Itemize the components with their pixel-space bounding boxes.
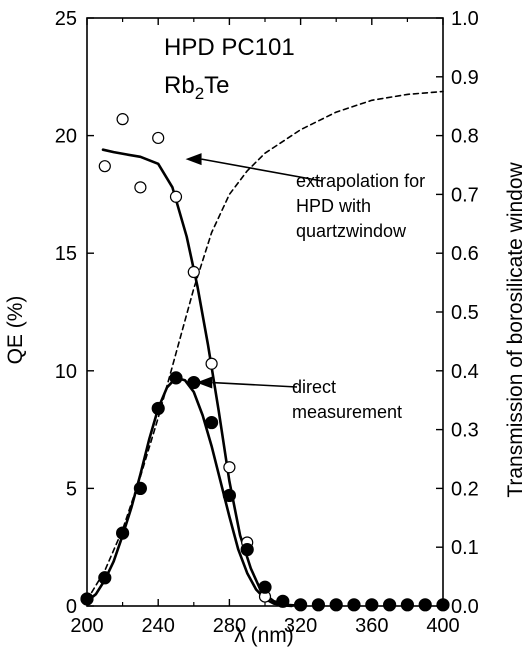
series-points	[80, 113, 450, 612]
y-axis-label-left: QE (%)	[4, 296, 27, 365]
direct-measurement-point	[400, 598, 414, 612]
annotation-text-1: HPD with	[296, 196, 371, 216]
extrapolation-point	[134, 181, 147, 194]
y-right-tick-label: 0.8	[451, 126, 479, 148]
direct-measurement-point	[133, 481, 147, 495]
title-subscript: 2	[195, 84, 204, 103]
direct-measurement-point	[311, 598, 325, 612]
direct-measurement-point	[276, 594, 290, 608]
direct-measurement-point	[347, 598, 361, 612]
extrapolation-point	[187, 265, 200, 279]
series-lines	[85, 90, 444, 608]
annotation-arrow-shaft	[201, 158, 323, 182]
x-tick-label: 320	[284, 615, 317, 637]
annotation-arrow-head	[185, 153, 202, 166]
y-left-tick-label: 0	[66, 596, 77, 618]
axis-ticks: 200 240 280 320 360 400 0 5 10 15 20 25 0.0 0.1 0.2 0.3…	[55, 8, 479, 637]
x-tick-label: 280	[213, 615, 246, 637]
direct-measurement-point	[418, 598, 432, 612]
direct-measurement-point	[240, 542, 254, 557]
y-right-tick-label: 0.7	[451, 184, 479, 206]
y-left-tick-label: 20	[55, 126, 77, 148]
direct-measurement-point	[365, 598, 379, 612]
annotation-text-1: extrapolation for	[296, 171, 425, 191]
x-tick-label: 360	[355, 615, 388, 637]
annotation-text-1: quartzwindow	[296, 221, 407, 241]
direct-measurement-point	[436, 598, 450, 612]
chart-title-line2: Rb2Te	[164, 72, 230, 103]
y-right-tick-label: 0.0	[451, 596, 479, 618]
title-te: Te	[204, 72, 229, 99]
annotation-arrow-head	[196, 376, 213, 389]
qe-fit-curve-2	[101, 148, 299, 607]
direct-measurement-point	[115, 526, 130, 540]
extrapolation-point	[116, 113, 129, 126]
extrapolation-point	[223, 461, 236, 474]
direct-measurement-point	[205, 415, 219, 430]
y-left-tick-label: 25	[55, 8, 77, 30]
extrapolation-point	[98, 160, 111, 173]
direct-measurement-point	[258, 580, 272, 594]
y-left-tick-label: 15	[55, 243, 77, 265]
chart-frame	[86, 17, 444, 607]
extrapolation-point	[152, 131, 165, 145]
y-right-tick-label: 1.0	[451, 8, 479, 30]
x-tick-label: 200	[70, 615, 103, 637]
annotation-text-2: direct	[292, 377, 336, 397]
direct-measurement-point	[329, 598, 343, 612]
direct-measurement-point	[222, 488, 236, 503]
direct-measurement-point	[383, 598, 397, 612]
extrapolation-point	[205, 357, 218, 370]
direct-measurement-point	[98, 571, 112, 585]
y-axis-label-right: Transmission of borosilicate window	[504, 161, 527, 497]
x-axis-label: λ (nm)	[234, 624, 294, 647]
chart-title-line1: HPD PC101	[164, 34, 295, 61]
direct-measurement-point	[80, 592, 94, 606]
y-right-tick-label: 0.1	[451, 537, 479, 559]
annotations: extrapolation for HPD with quartzwindow dir…	[185, 153, 425, 422]
y-right-tick-label: 0.9	[451, 67, 479, 89]
qe-fit-curve-3	[85, 376, 294, 608]
y-right-tick-label: 0.6	[451, 243, 479, 265]
annotation-text-2: measurement	[292, 402, 402, 422]
title-rb: Rb	[164, 72, 195, 99]
x-tick-label: 240	[142, 615, 175, 637]
y-left-tick-label: 5	[66, 478, 77, 500]
y-left-tick-label: 10	[55, 361, 77, 383]
plot-frame	[86, 17, 444, 607]
y-right-tick-label: 0.2	[451, 478, 479, 500]
y-right-tick-label: 0.3	[451, 420, 479, 442]
annotation-arrow-shaft	[212, 381, 298, 388]
direct-measurement-point	[294, 598, 308, 612]
x-tick-label: 400	[426, 615, 459, 637]
direct-measurement-point	[169, 371, 183, 385]
y-right-tick-label: 0.5	[451, 302, 479, 324]
direct-measurement-point	[151, 401, 165, 416]
transmission-curve	[86, 90, 444, 601]
extrapolation-point	[169, 190, 183, 203]
y-right-tick-label: 0.4	[451, 361, 479, 383]
